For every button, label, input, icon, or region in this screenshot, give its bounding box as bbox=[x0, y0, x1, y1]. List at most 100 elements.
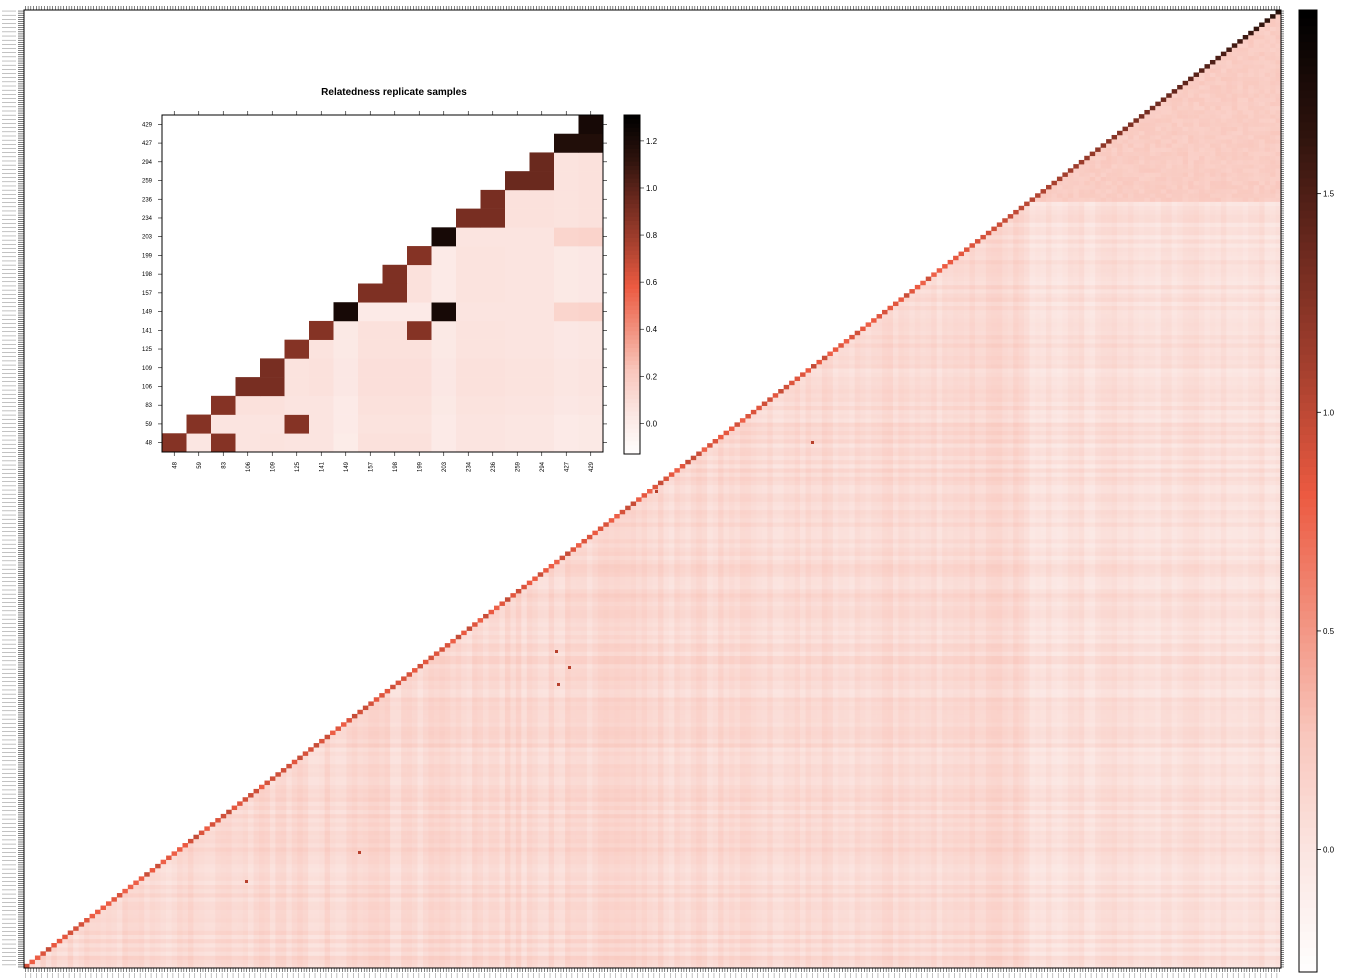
main-heatmap-cell bbox=[313, 751, 320, 756]
main-heatmap-cell bbox=[351, 722, 358, 727]
main-heatmap-cell bbox=[373, 834, 380, 840]
main-heatmap-cell bbox=[340, 805, 347, 811]
main-heatmap-cell bbox=[335, 772, 342, 777]
main-heatmap-cell bbox=[231, 863, 238, 869]
main-heatmap-cell bbox=[324, 930, 331, 935]
main-heatmap-cell bbox=[144, 947, 150, 952]
main-heatmap-cell bbox=[95, 955, 101, 960]
main-heatmap-cell bbox=[138, 951, 145, 956]
main-heatmap-cell bbox=[313, 918, 320, 923]
main-heatmap-cell bbox=[368, 880, 375, 885]
main-heatmap-cell bbox=[335, 863, 342, 869]
main-heatmap-cell bbox=[379, 755, 386, 761]
main-heatmap-cell bbox=[395, 759, 402, 765]
main-heatmap-cell bbox=[242, 926, 249, 931]
main-heatmap-cell bbox=[412, 768, 418, 773]
main-heatmap-cell bbox=[100, 926, 107, 931]
main-heatmap-cell bbox=[335, 793, 342, 798]
main-heatmap-cell bbox=[351, 801, 358, 806]
main-heatmap-cell bbox=[313, 947, 320, 952]
main-heatmap-cell bbox=[215, 930, 222, 935]
main-heatmap-cell bbox=[215, 918, 222, 923]
main-heatmap-cell bbox=[319, 847, 325, 852]
main-heatmap-cell bbox=[313, 863, 320, 869]
main-heatmap-cell bbox=[351, 818, 358, 823]
main-heatmap-cell bbox=[286, 847, 293, 852]
main-heatmap-cell bbox=[62, 947, 69, 952]
main-heatmap-cell bbox=[401, 709, 407, 715]
main-heatmap-cell bbox=[182, 959, 189, 965]
main-heatmap-cell bbox=[248, 880, 254, 885]
main-heatmap-cell bbox=[144, 913, 150, 919]
main-heatmap-cell bbox=[259, 863, 265, 869]
main-heatmap-cell bbox=[330, 730, 336, 736]
main-heatmap-cell bbox=[253, 934, 260, 940]
main-heatmap-cell bbox=[138, 938, 145, 944]
main-heatmap-cell bbox=[253, 963, 260, 969]
main-heatmap-cell bbox=[384, 818, 391, 823]
main-heatmap-cell bbox=[116, 913, 123, 919]
main-heatmap-cell bbox=[346, 743, 353, 748]
main-heatmap-cell bbox=[193, 880, 200, 885]
main-heatmap-cell bbox=[187, 918, 194, 923]
main-heatmap-cell bbox=[346, 793, 353, 798]
main-heatmap-cell bbox=[412, 876, 418, 881]
main-heatmap-cell bbox=[166, 943, 172, 948]
main-heatmap-cell bbox=[346, 963, 353, 969]
main-heatmap-cell bbox=[406, 788, 413, 794]
main-heatmap-cell bbox=[346, 734, 353, 740]
main-heatmap-cell bbox=[351, 888, 358, 894]
main-heatmap-cell bbox=[220, 955, 227, 960]
main-heatmap-cell bbox=[340, 843, 347, 848]
main-heatmap-cell bbox=[401, 755, 407, 761]
main-heatmap-cell bbox=[187, 847, 194, 852]
main-heatmap-cell bbox=[220, 897, 227, 902]
main-heatmap-cell bbox=[144, 951, 150, 956]
main-heatmap-cell bbox=[166, 938, 172, 944]
main-heatmap-cell bbox=[177, 888, 183, 894]
main-heatmap-cell bbox=[291, 938, 298, 944]
main-heatmap-cell bbox=[209, 859, 216, 865]
main-heatmap-cell bbox=[384, 776, 391, 781]
main-heatmap-cell bbox=[133, 884, 140, 890]
main-heatmap-cell bbox=[127, 938, 134, 944]
main-heatmap-cell bbox=[401, 780, 407, 786]
main-heatmap-cell bbox=[226, 922, 232, 927]
main-heatmap-cell bbox=[122, 955, 129, 960]
main-heatmap-cell bbox=[127, 918, 134, 923]
main-heatmap-cell bbox=[215, 847, 222, 852]
main-heatmap-cell bbox=[215, 922, 222, 927]
main-heatmap-cell bbox=[231, 963, 238, 969]
main-heatmap-cell bbox=[56, 959, 63, 965]
main-heatmap-cell bbox=[330, 847, 336, 852]
main-heatmap-cell bbox=[242, 863, 249, 869]
main-heatmap-cell bbox=[417, 838, 424, 844]
main-heatmap-cell bbox=[177, 847, 183, 852]
main-heatmap-cell bbox=[105, 938, 112, 944]
main-heatmap-cell bbox=[204, 884, 211, 890]
main-heatmap-cell bbox=[220, 872, 227, 877]
main-heatmap-cell bbox=[204, 918, 211, 923]
main-heatmap-cell bbox=[417, 901, 424, 906]
main-heatmap-cell bbox=[346, 738, 353, 744]
main-heatmap-cell bbox=[111, 943, 118, 948]
main-heatmap-cell bbox=[297, 880, 304, 885]
main-heatmap-cell bbox=[204, 855, 211, 861]
main-heatmap-cell bbox=[390, 855, 396, 861]
main-heatmap-cell bbox=[275, 863, 282, 869]
main-heatmap-cell bbox=[269, 876, 276, 881]
main-heatmap-cell bbox=[62, 963, 69, 969]
main-heatmap-cell bbox=[379, 751, 386, 756]
main-heatmap-cell bbox=[324, 934, 331, 940]
main-heatmap-cell bbox=[122, 905, 129, 910]
main-heatmap-cell bbox=[111, 901, 118, 906]
main-heatmap-cell bbox=[313, 797, 320, 802]
main-heatmap-cell bbox=[368, 834, 375, 840]
main-heatmap-cell bbox=[379, 809, 386, 815]
main-heatmap-cell bbox=[286, 963, 293, 969]
main-heatmap-cell bbox=[319, 797, 325, 802]
main-heatmap-cell bbox=[286, 788, 293, 794]
main-heatmap-cell bbox=[220, 826, 227, 831]
main-heatmap-cell bbox=[248, 918, 254, 923]
main-heatmap-cell bbox=[155, 943, 161, 948]
